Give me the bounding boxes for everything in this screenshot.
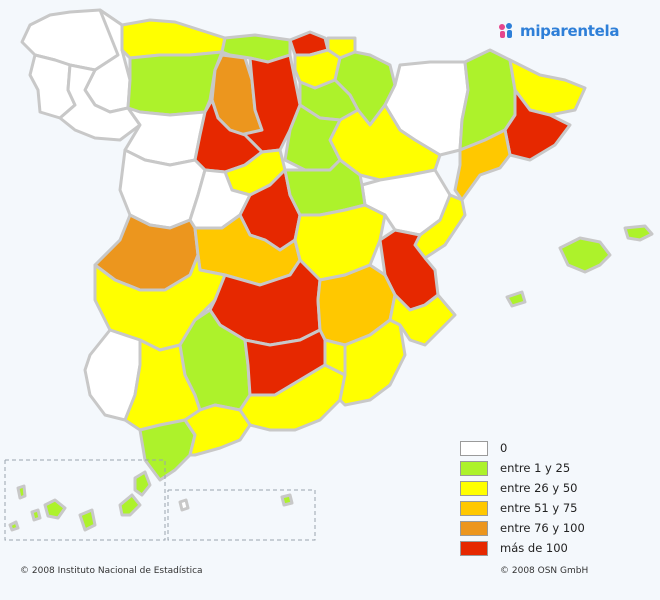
province-alicante[interactable] [388, 293, 457, 347]
legend-swatch [460, 540, 488, 556]
legend-item: más de 100 [460, 538, 650, 558]
province-guadalajara[interactable] [283, 158, 367, 217]
province-cuenca[interactable] [293, 203, 387, 282]
province-canarias-tenerife-2[interactable] [43, 498, 67, 520]
legend-item: entre 1 y 25 [460, 458, 650, 478]
province-canarias-tenerife-1[interactable] [78, 508, 97, 532]
legend-label: entre 76 y 100 [500, 521, 585, 535]
legend-label: 0 [500, 441, 508, 455]
brand-logo[interactable]: miparentela [498, 20, 620, 42]
province-ourense[interactable] [58, 63, 142, 142]
legend-item: 0 [460, 438, 650, 458]
province-murcia[interactable] [323, 338, 347, 377]
province-soria[interactable] [283, 103, 342, 172]
province-baleares-mallorca[interactable] [558, 236, 612, 274]
province-malaga[interactable] [183, 403, 252, 457]
credit-osn: © 2008 OSN GmbH [500, 566, 589, 576]
legend-swatch [460, 500, 488, 516]
province-canarias-small-1[interactable] [16, 484, 27, 500]
legend-item: entre 76 y 100 [460, 518, 650, 538]
credit-ine: © 2008 Instituto Nacional de Estadística [20, 566, 203, 576]
legend-item: entre 26 y 50 [460, 478, 650, 498]
province-canarias-lp-1[interactable] [118, 493, 142, 517]
province-canarias-lp-2[interactable] [133, 470, 152, 497]
inset-canarias-border [4, 459, 166, 541]
legend-swatch [460, 520, 488, 536]
province-cadiz[interactable] [138, 418, 197, 482]
province-almeria[interactable] [338, 318, 407, 407]
logo-text: miparentela [520, 22, 620, 40]
legend-label: entre 1 y 25 [500, 461, 571, 475]
legend-swatch [460, 460, 488, 476]
legend-swatch [460, 480, 488, 496]
legend-label: más de 100 [500, 541, 568, 555]
legend-label: entre 51 y 75 [500, 501, 578, 515]
province-ceuta[interactable] [178, 498, 190, 512]
province-baleares-ibiza[interactable] [505, 290, 527, 308]
province-canarias-small-3[interactable] [8, 520, 20, 532]
inset-ceuta-melilla-border [167, 489, 316, 541]
legend-item: entre 51 y 75 [460, 498, 650, 518]
people-icon [499, 23, 512, 38]
legend: 0 entre 1 y 25 entre 26 y 50 entre 51 y … [460, 438, 650, 558]
legend-swatch [460, 440, 488, 456]
province-barcelona[interactable] [503, 88, 572, 162]
province-tarragona[interactable] [453, 128, 512, 202]
province-melilla[interactable] [280, 493, 294, 507]
legend-label: entre 26 y 50 [500, 481, 578, 495]
province-baleares-menorca[interactable] [623, 224, 654, 242]
province-canarias-small-2[interactable] [30, 508, 42, 522]
